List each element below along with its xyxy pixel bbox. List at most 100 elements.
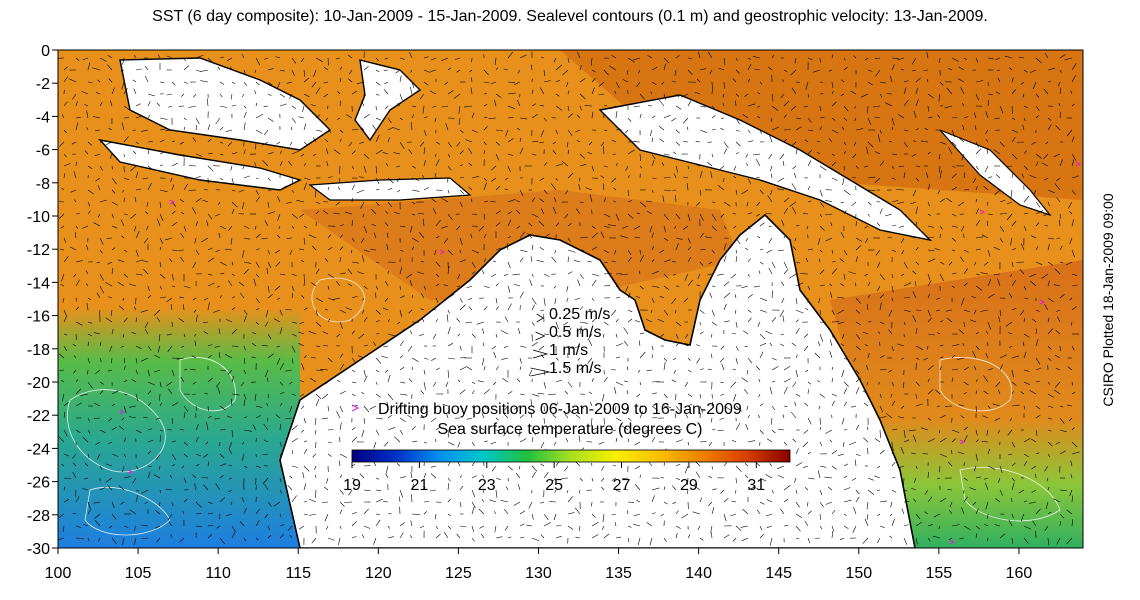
velocity-arrow: [143, 268, 149, 275]
velocity-arrow: [519, 249, 528, 253]
velocity-arrow: [500, 500, 509, 503]
velocity-arrow: [794, 237, 797, 242]
velocity-arrow: [1021, 173, 1025, 179]
velocity-arrow: [722, 102, 725, 107]
velocity-arrow: [958, 201, 965, 207]
velocity-arrow: [999, 364, 1003, 371]
velocity-arrow: [543, 162, 548, 167]
velocity-arrow: [347, 268, 353, 275]
velocity-arrow: [754, 68, 761, 71]
velocity-arrow: [147, 465, 152, 467]
velocity-arrow: [435, 318, 438, 323]
velocity-arrow: [507, 117, 514, 119]
velocity-arrow: [111, 213, 114, 219]
velocity-arrow: [107, 55, 113, 59]
velocity-arrow: [807, 501, 809, 507]
velocity-arrow: [288, 160, 293, 167]
velocity-arrow: [831, 153, 835, 157]
velocity-arrow: [195, 54, 204, 59]
velocity-arrow: [276, 297, 281, 300]
velocity-arrow: [975, 80, 984, 83]
velocity-arrow: [733, 175, 737, 179]
velocity-arrow: [123, 273, 129, 278]
velocity-arrow: [987, 368, 993, 371]
velocity-arrow: [651, 177, 657, 179]
x-tick-label: 105: [125, 565, 152, 582]
velocity-arrow: [730, 273, 737, 279]
velocity-arrow: [193, 333, 197, 337]
velocity-arrow: [351, 521, 357, 527]
velocity-arrow: [206, 98, 209, 107]
velocity-arrow: [351, 436, 358, 443]
velocity-arrow: [242, 249, 245, 258]
velocity-arrow: [315, 201, 321, 205]
velocity-arrow: [759, 222, 765, 227]
velocity-arrow: [409, 535, 413, 539]
velocity-arrow: [310, 104, 317, 107]
velocity-arrow: [862, 537, 869, 544]
velocity-arrow: [243, 81, 248, 86]
velocity-arrow: [159, 435, 161, 443]
velocity-arrow: [519, 357, 522, 364]
velocity-arrow: [309, 377, 317, 383]
velocity-arrow: [144, 501, 149, 504]
velocity-arrow: [207, 415, 212, 419]
velocity-arrow: [324, 309, 329, 311]
velocity-arrow: [147, 101, 151, 107]
velocity-arrow: [538, 345, 545, 351]
velocity-arrow: [231, 306, 236, 311]
velocity-arrow: [538, 220, 545, 227]
velocity-arrow: [531, 297, 537, 305]
velocity-arrow: [168, 105, 173, 108]
velocity-arrow: [648, 331, 653, 335]
velocity-arrow: [1056, 309, 1061, 312]
velocity-arrow: [825, 199, 833, 203]
velocity-arrow: [735, 256, 738, 263]
velocity-arrow: [99, 273, 104, 281]
velocity-arrow: [1053, 153, 1061, 158]
velocity-arrow: [639, 93, 645, 100]
velocity-arrow: [96, 453, 101, 460]
velocity-arrow: [231, 81, 236, 85]
velocity-arrow: [819, 465, 827, 468]
velocity-arrow: [671, 81, 677, 83]
velocity-arrow: [829, 339, 833, 347]
velocity-arrow: [983, 375, 989, 383]
velocity-arrow: [974, 309, 977, 315]
velocity-arrow: [183, 126, 186, 131]
velocity-arrow: [946, 317, 953, 323]
velocity-arrow: [478, 508, 485, 515]
velocity-arrow: [459, 129, 464, 134]
velocity-arrow: [837, 321, 845, 325]
velocity-arrow: [63, 402, 69, 407]
velocity-arrow: [392, 127, 401, 131]
velocity-arrow: [734, 309, 737, 314]
velocity-arrow: [1035, 105, 1040, 111]
velocity-arrow: [939, 233, 941, 239]
velocity-arrow: [99, 487, 106, 491]
velocity-arrow: [267, 201, 270, 208]
velocity-arrow: [507, 153, 514, 156]
x-tick-label: 110: [205, 565, 231, 582]
velocity-arrow: [291, 333, 297, 337]
velocity-arrow: [176, 357, 185, 360]
velocity-arrow: [531, 465, 538, 472]
velocity-arrow: [147, 381, 155, 386]
velocity-arrow: [1011, 153, 1018, 160]
velocity-arrow: [117, 259, 125, 263]
velocity-arrow: [228, 477, 233, 480]
velocity-arrow: [564, 390, 569, 395]
velocity-arrow: [1020, 513, 1025, 522]
velocity-arrow: [267, 417, 269, 422]
velocity-arrow: [603, 321, 609, 326]
velocity-arrow: [203, 453, 209, 458]
velocity-arrow: [1043, 153, 1049, 160]
velocity-arrow: [987, 448, 990, 455]
velocity-arrow: [300, 405, 305, 410]
velocity-arrow: [539, 87, 545, 95]
velocity-arrow: [957, 357, 965, 360]
velocity-arrow: [459, 237, 463, 245]
velocity-arrow: [855, 387, 860, 395]
velocity-arrow: [985, 129, 989, 134]
velocity-arrow: [457, 441, 461, 448]
